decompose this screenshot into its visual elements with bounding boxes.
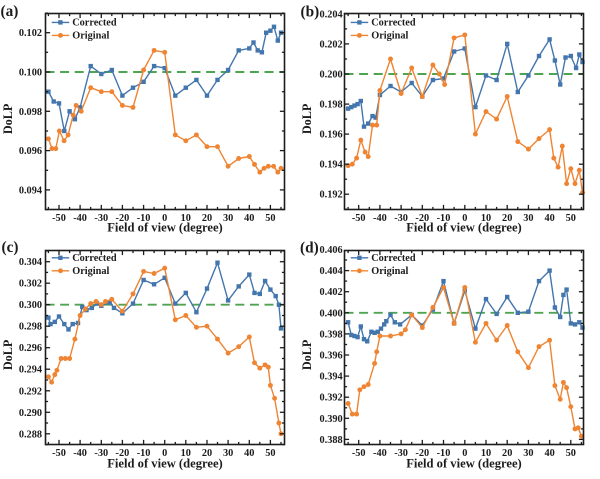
svg-text:-50: -50 [52,448,66,459]
svg-text:0.100: 0.100 [19,68,42,79]
svg-text:0.292: 0.292 [19,386,42,397]
svg-text:Original: Original [72,31,109,42]
svg-text:-20: -20 [116,448,130,459]
svg-text:0.202: 0.202 [320,39,343,50]
svg-text:0.290: 0.290 [19,408,42,419]
svg-text:Field of view (degree): Field of view (degree) [406,457,522,471]
svg-text:0.302: 0.302 [19,279,42,290]
svg-text:Original: Original [371,31,408,42]
svg-text:(b): (b) [301,4,320,21]
svg-text:20: 20 [502,213,512,224]
svg-text:Corrected: Corrected [72,253,117,264]
svg-text:0.288: 0.288 [19,429,42,440]
svg-text:Original: Original [72,266,109,277]
svg-text:0.204: 0.204 [320,9,343,20]
svg-text:40: 40 [544,213,554,224]
svg-text:-50: -50 [352,448,366,459]
svg-text:Field of view (degree): Field of view (degree) [107,457,223,471]
svg-text:10: 10 [181,213,191,224]
svg-text:-30: -30 [394,213,408,224]
svg-text:-10: -10 [137,213,151,224]
svg-text:0.102: 0.102 [19,28,42,39]
svg-text:0.096: 0.096 [19,146,42,157]
svg-text:-50: -50 [352,213,366,224]
svg-text:Corrected: Corrected [371,18,416,29]
svg-text:0.194: 0.194 [320,160,343,171]
svg-text:50: 50 [566,448,576,459]
svg-text:0: 0 [462,213,467,224]
svg-text:Field of view (degree): Field of view (degree) [107,220,223,234]
svg-text:0.094: 0.094 [19,185,42,196]
svg-text:(c): (c) [2,239,19,256]
svg-text:0.394: 0.394 [320,372,343,383]
svg-text:Field of view (degree): Field of view (degree) [406,220,522,234]
svg-text:0.098: 0.098 [19,107,42,118]
svg-text:-20: -20 [415,213,429,224]
svg-text:-40: -40 [73,213,87,224]
svg-text:0.196: 0.196 [320,130,343,141]
svg-text:0: 0 [162,448,167,459]
svg-text:20: 20 [502,448,512,459]
svg-text:0.396: 0.396 [320,351,343,362]
svg-text:-30: -30 [94,213,108,224]
svg-text:0.298: 0.298 [19,322,42,333]
svg-text:20: 20 [202,448,212,459]
svg-text:-40: -40 [373,213,387,224]
svg-text:-40: -40 [373,448,387,459]
svg-text:0.200: 0.200 [320,70,343,81]
svg-text:0.192: 0.192 [320,190,343,201]
svg-text:0.198: 0.198 [320,100,343,111]
svg-text:-10: -10 [437,448,451,459]
svg-text:40: 40 [244,213,254,224]
svg-text:-20: -20 [415,448,429,459]
svg-text:50: 50 [265,213,275,224]
svg-text:Corrected: Corrected [72,18,117,29]
svg-text:0.390: 0.390 [320,414,343,425]
svg-text:50: 50 [265,448,275,459]
svg-text:0: 0 [162,213,167,224]
svg-text:0.296: 0.296 [19,343,42,354]
svg-text:-10: -10 [437,213,451,224]
svg-text:30: 30 [223,213,233,224]
svg-text:(a): (a) [1,3,19,20]
svg-text:40: 40 [544,448,554,459]
svg-text:Corrected: Corrected [371,253,416,264]
svg-text:0.304: 0.304 [19,257,42,268]
svg-text:10: 10 [181,448,191,459]
svg-text:-10: -10 [137,448,151,459]
svg-text:-20: -20 [116,213,130,224]
svg-text:(d): (d) [300,239,319,256]
svg-text:-30: -30 [94,448,108,459]
svg-text:0.294: 0.294 [19,365,42,376]
svg-text:30: 30 [523,213,533,224]
svg-text:0.400: 0.400 [320,308,343,319]
svg-text:Original: Original [371,266,408,277]
svg-text:-30: -30 [394,448,408,459]
svg-text:0.392: 0.392 [320,393,343,404]
svg-text:DoLP: DoLP [1,103,15,134]
svg-text:50: 50 [566,213,576,224]
svg-text:DoLP: DoLP [1,339,15,370]
svg-text:30: 30 [223,448,233,459]
svg-text:10: 10 [481,213,491,224]
svg-text:0.404: 0.404 [320,266,343,277]
svg-text:-50: -50 [52,213,66,224]
svg-text:0.402: 0.402 [320,287,343,298]
svg-text:10: 10 [481,448,491,459]
svg-text:0.388: 0.388 [320,435,343,446]
svg-text:40: 40 [244,448,254,459]
svg-text:-40: -40 [73,448,87,459]
svg-text:30: 30 [523,448,533,459]
svg-text:20: 20 [202,213,212,224]
svg-text:0: 0 [462,448,467,459]
svg-text:0.398: 0.398 [320,329,343,340]
svg-text:DoLP: DoLP [300,339,314,370]
svg-text:0.300: 0.300 [19,300,42,311]
svg-text:DoLP: DoLP [300,103,314,134]
svg-text:0.406: 0.406 [320,245,343,256]
